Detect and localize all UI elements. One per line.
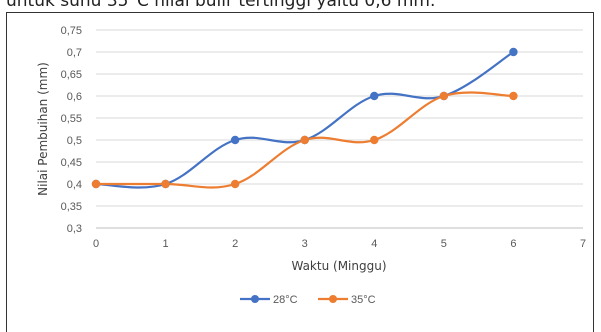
y-tick-label: 0,45 bbox=[61, 157, 82, 169]
y-tick-label: 0,7 bbox=[67, 47, 82, 59]
x-tick-label: 4 bbox=[371, 238, 377, 250]
y-tick-label: 0,65 bbox=[61, 69, 82, 81]
grid-lines bbox=[96, 29, 583, 229]
legend-marker bbox=[329, 295, 337, 303]
chart-frame bbox=[6, 12, 594, 332]
y-tick-label: 0,55 bbox=[61, 113, 82, 125]
x-tick-label: 1 bbox=[163, 238, 169, 250]
legend-label: 35°C bbox=[351, 294, 376, 306]
y-tick-label: 0,75 bbox=[61, 25, 82, 37]
data-point bbox=[161, 179, 170, 189]
series-lines bbox=[95, 51, 515, 189]
x-tick-label: 5 bbox=[441, 238, 447, 250]
data-point bbox=[370, 91, 379, 101]
data-point bbox=[300, 135, 309, 145]
x-tick-labels: 0 1 2 3 4 5 6 7 bbox=[93, 238, 586, 250]
series-line-0 bbox=[95, 51, 515, 189]
x-axis-label: Waktu (Minggu) bbox=[291, 259, 386, 273]
legend-marker bbox=[251, 295, 259, 303]
y-tick-label: 0,5 bbox=[67, 135, 82, 147]
caption-text: untuk suhu 35°C nilai bulir tertinggi ya… bbox=[6, 0, 436, 11]
line-chart: 0,3 0,35 0,4 0,45 0,5 0,55 0,6 0,65 0,7 0,75 0 1 2 3… bbox=[36, 25, 586, 306]
data-point bbox=[509, 91, 518, 101]
y-tick-label: 0,4 bbox=[67, 179, 82, 191]
y-tick-labels: 0,3 0,35 0,4 0,45 0,5 0,55 0,6 0,65 0,7 0,75 bbox=[61, 25, 82, 235]
data-point bbox=[509, 47, 518, 57]
data-point bbox=[370, 135, 379, 145]
x-tick-label: 2 bbox=[232, 238, 238, 250]
legend-label: 28°C bbox=[273, 294, 298, 306]
x-tick-label: 7 bbox=[580, 238, 586, 250]
y-tick-label: 0,3 bbox=[67, 223, 82, 235]
x-tick-label: 0 bbox=[93, 238, 99, 250]
legend: 28°C 35°C bbox=[240, 294, 376, 306]
data-point bbox=[230, 179, 240, 189]
data-point bbox=[230, 135, 240, 145]
y-tick-label: 0,35 bbox=[61, 201, 82, 213]
x-tick-label: 3 bbox=[302, 238, 308, 250]
y-axis-label: Nilai Pembuihan (mm) bbox=[36, 62, 50, 196]
data-point bbox=[91, 179, 101, 189]
series-points bbox=[91, 47, 518, 189]
data-point bbox=[439, 91, 449, 101]
x-tick-label: 6 bbox=[510, 238, 516, 250]
y-tick-label: 0,6 bbox=[67, 91, 82, 103]
